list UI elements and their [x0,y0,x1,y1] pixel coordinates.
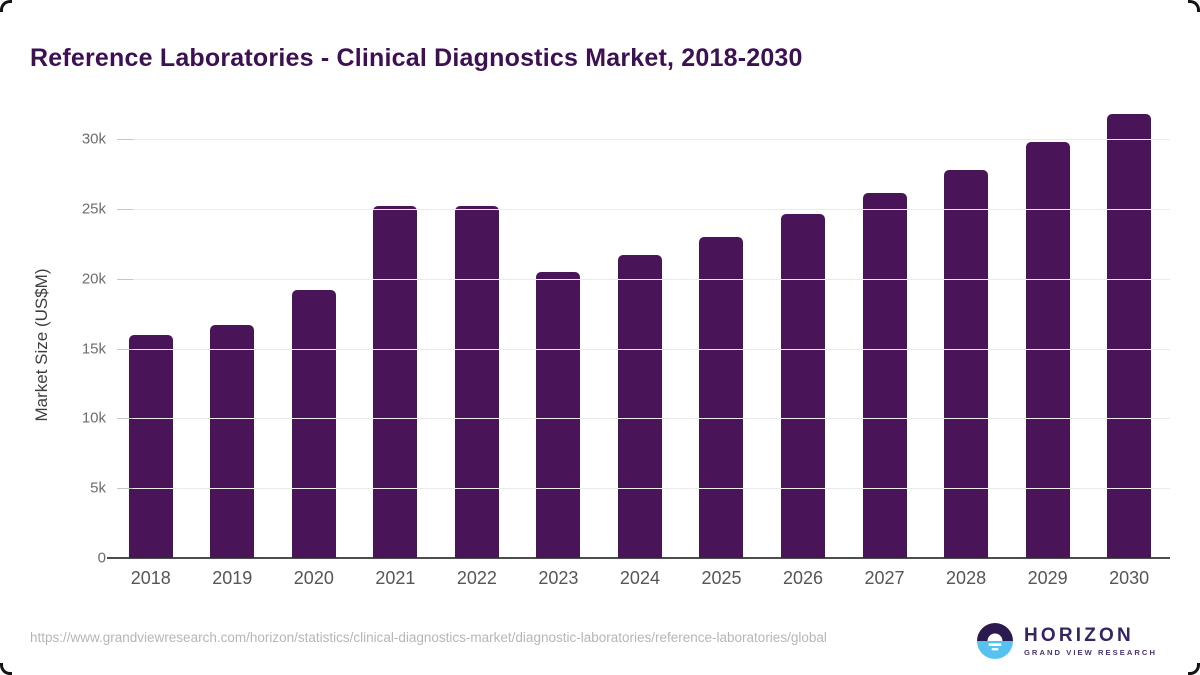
horizon-logo-tagline: GRAND VIEW RESEARCH [1023,647,1157,657]
corner-artifact [1188,0,1200,12]
y-tick-mark [117,488,133,490]
y-tick-mark [117,278,133,280]
horizon-logo: HORIZON GRAND VIEW RESEARCH [975,621,1157,661]
x-axis-line [107,557,1170,559]
x-tick-label-2023: 2023 [538,568,579,588]
bar-slot-2026 [762,100,844,558]
bar-2026 [781,214,826,558]
bar-2029 [1025,141,1070,558]
bar-slot-2025 [681,100,763,558]
bar-2028 [944,169,989,558]
bar-slot-2020 [273,100,355,558]
chart-title: Reference Laboratories - Clinical Diagno… [30,43,803,72]
horizon-logo-icon [976,623,1013,659]
gridline-15k [117,348,1170,350]
y-tick-mark [117,208,133,210]
y-tick-mark [117,418,133,420]
x-tick-label-2025: 2025 [701,568,742,588]
bar-slot-2024 [599,100,681,558]
bars-container [110,100,1170,558]
bar-2020 [291,289,336,558]
gridline-25k [117,208,1170,210]
x-tick-label-2021: 2021 [375,568,416,588]
y-tick-label-20k: 20k [81,270,106,288]
gridline-20k [117,278,1170,280]
y-tick-label-10k: 10k [81,409,106,427]
bar-slot-2028 [925,100,1007,558]
y-tick-label-15k: 15k [81,340,106,357]
bar-slot-2018 [110,100,192,558]
x-tick-label-2020: 2020 [293,568,334,588]
bar-2024 [617,254,662,558]
x-tick-label-2026: 2026 [782,568,824,588]
x-tick-label-2028: 2028 [946,568,987,588]
y-tick-label-0: 0 [97,549,106,567]
x-tick-label-2018: 2018 [130,568,171,588]
bar-2018 [128,334,173,558]
y-tick-label-25k: 25k [81,200,106,218]
x-axis-labels: 2018 2019 2020 2021 2022 2023 2024 2025 2026 2027… [110,568,1170,589]
bar-slot-2021 [355,100,437,558]
bar-2023 [536,271,581,558]
y-tick-label-5k: 5k [90,479,106,497]
bar-2019 [210,324,255,558]
x-tick-label-2019: 2019 [212,568,253,588]
x-tick-label-2029: 2029 [1027,568,1068,588]
source-url: https://www.grandviewresearch.com/horizo… [30,630,827,645]
x-tick-label-2024: 2024 [619,568,660,588]
corner-artifact [0,0,12,12]
y-tick-mark [117,139,133,140]
y-tick-label-30k: 30k [81,130,106,148]
bar-slot-2023 [518,100,600,558]
x-tick-label-2030: 2030 [1109,568,1150,588]
bar-slot-2019 [192,100,274,558]
bar-slot-2022 [436,100,518,558]
corner-artifact [0,663,12,675]
bar-slot-2030 [1088,100,1170,558]
x-tick-label-2027: 2027 [864,568,905,588]
gridline-30k [117,139,1170,140]
bar-2022 [454,206,499,558]
gridline-5k [117,488,1170,490]
bar-slot-2029 [1007,100,1089,558]
corner-artifact [1188,663,1200,675]
y-tick-mark [117,348,133,350]
x-tick-label-2022: 2022 [456,568,497,588]
bar-2027 [862,193,907,558]
bar-2030 [1107,113,1152,558]
gridline-10k [117,418,1170,420]
bar-2025 [699,236,744,558]
bar-slot-2027 [844,100,926,558]
horizon-logo-text: HORIZON GRAND VIEW RESEARCH [1023,624,1157,657]
bar-2021 [373,206,418,558]
horizon-logo-name: HORIZON [1023,624,1134,646]
